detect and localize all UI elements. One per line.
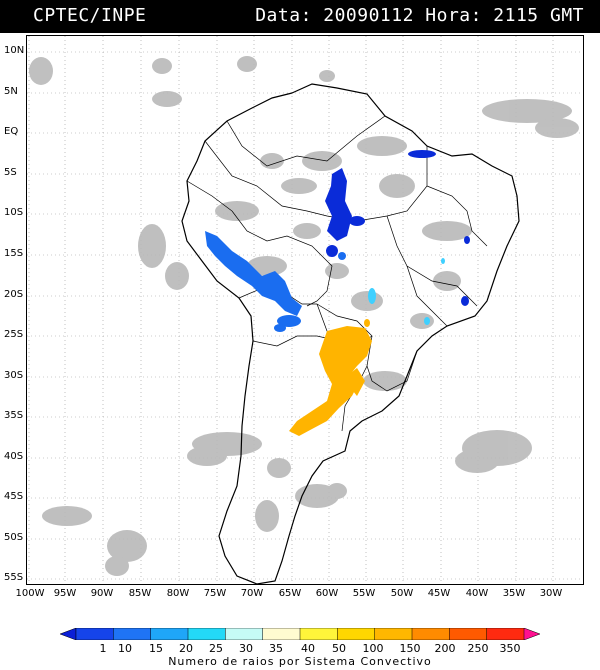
legend-value-100: 100 — [362, 642, 384, 655]
legend-colorbar — [60, 628, 540, 640]
lon-label-45w: 45W — [427, 588, 451, 599]
lat-label-10s: 10S — [4, 207, 24, 218]
lat-label-55s: 55S — [4, 572, 24, 583]
coastline — [181, 83, 520, 584]
lat-label-50s: 50S — [4, 532, 24, 543]
lon-label-60w: 60W — [315, 588, 339, 599]
cloud-cover — [29, 56, 579, 576]
legend-swatch — [486, 628, 525, 640]
legend-swatch — [113, 628, 152, 640]
lon-label-95w: 95W — [53, 588, 77, 599]
lon-label-75w: 75W — [203, 588, 227, 599]
legend-caption: Numero de raios por Sistema Convectivo — [168, 655, 432, 668]
lon-label-55w: 55W — [352, 588, 376, 599]
lon-label-35w: 35W — [502, 588, 526, 599]
lat-label-20s: 20S — [4, 289, 24, 300]
map-canvas — [27, 36, 583, 584]
legend-swatch — [299, 628, 339, 640]
title-bar: CPTEC/INPE Data: 20090112 Hora: 2115 GMT — [0, 0, 600, 33]
lightning-orange-cluster — [289, 319, 372, 436]
legend-value-20: 20 — [179, 642, 193, 655]
legend-swatch — [150, 628, 189, 640]
lightning-mid-blue-cells — [205, 231, 346, 332]
country-borders — [186, 115, 488, 432]
legend-value-150: 150 — [399, 642, 421, 655]
lon-label-80w: 80W — [166, 588, 190, 599]
lon-label-70w: 70W — [240, 588, 264, 599]
timestamp-title: Data: 20090112 Hora: 2115 GMT — [255, 5, 584, 26]
legend-swatch — [449, 628, 488, 640]
legend-swatch — [262, 628, 301, 640]
legend-value-25: 25 — [209, 642, 223, 655]
legend-swatch — [411, 628, 451, 640]
lat-label-5n: 5N — [4, 86, 18, 97]
legend-value-50: 50 — [332, 642, 346, 655]
lon-label-90w: 90W — [90, 588, 114, 599]
legend-swatch — [337, 628, 376, 640]
lat-label-35s: 35S — [4, 410, 24, 421]
lat-label-30s: 30S — [4, 370, 24, 381]
legend-value-15: 15 — [149, 642, 163, 655]
legend-value-40: 40 — [301, 642, 315, 655]
lon-label-85w: 85W — [128, 588, 152, 599]
legend-value-30: 30 — [239, 642, 253, 655]
lat-label-40s: 40S — [4, 451, 24, 462]
lat-label-eq: EQ — [4, 126, 19, 137]
legend-swatch — [225, 628, 264, 640]
legend-value-35: 35 — [269, 642, 283, 655]
legend-swatch — [75, 628, 115, 640]
lat-label-10n: 10N — [4, 45, 25, 56]
lightning-blue-cells — [325, 150, 470, 306]
lat-label-25s: 25S — [4, 329, 24, 340]
legend-value-10: 10 — [118, 642, 132, 655]
legend-swatch — [523, 628, 540, 640]
lon-label-50w: 50W — [390, 588, 414, 599]
legend-value-350: 350 — [499, 642, 521, 655]
legend-swatch — [60, 628, 77, 640]
agency-title: CPTEC/INPE — [33, 5, 147, 26]
lon-label-40w: 40W — [465, 588, 489, 599]
lon-label-30w: 30W — [539, 588, 563, 599]
lat-label-15s: 15S — [4, 248, 24, 259]
legend-swatch — [187, 628, 227, 640]
lon-label-100w: 100W — [15, 588, 45, 599]
lat-label-45s: 45S — [4, 491, 24, 502]
legend-value-250: 250 — [467, 642, 489, 655]
lat-label-5s: 5S — [4, 167, 17, 178]
lon-label-65w: 65W — [278, 588, 302, 599]
legend-value-1: 1 — [99, 642, 107, 655]
legend-value-200: 200 — [434, 642, 456, 655]
lightning-cyan-cells — [368, 258, 445, 325]
map-frame — [26, 35, 584, 585]
legend-swatch — [374, 628, 413, 640]
